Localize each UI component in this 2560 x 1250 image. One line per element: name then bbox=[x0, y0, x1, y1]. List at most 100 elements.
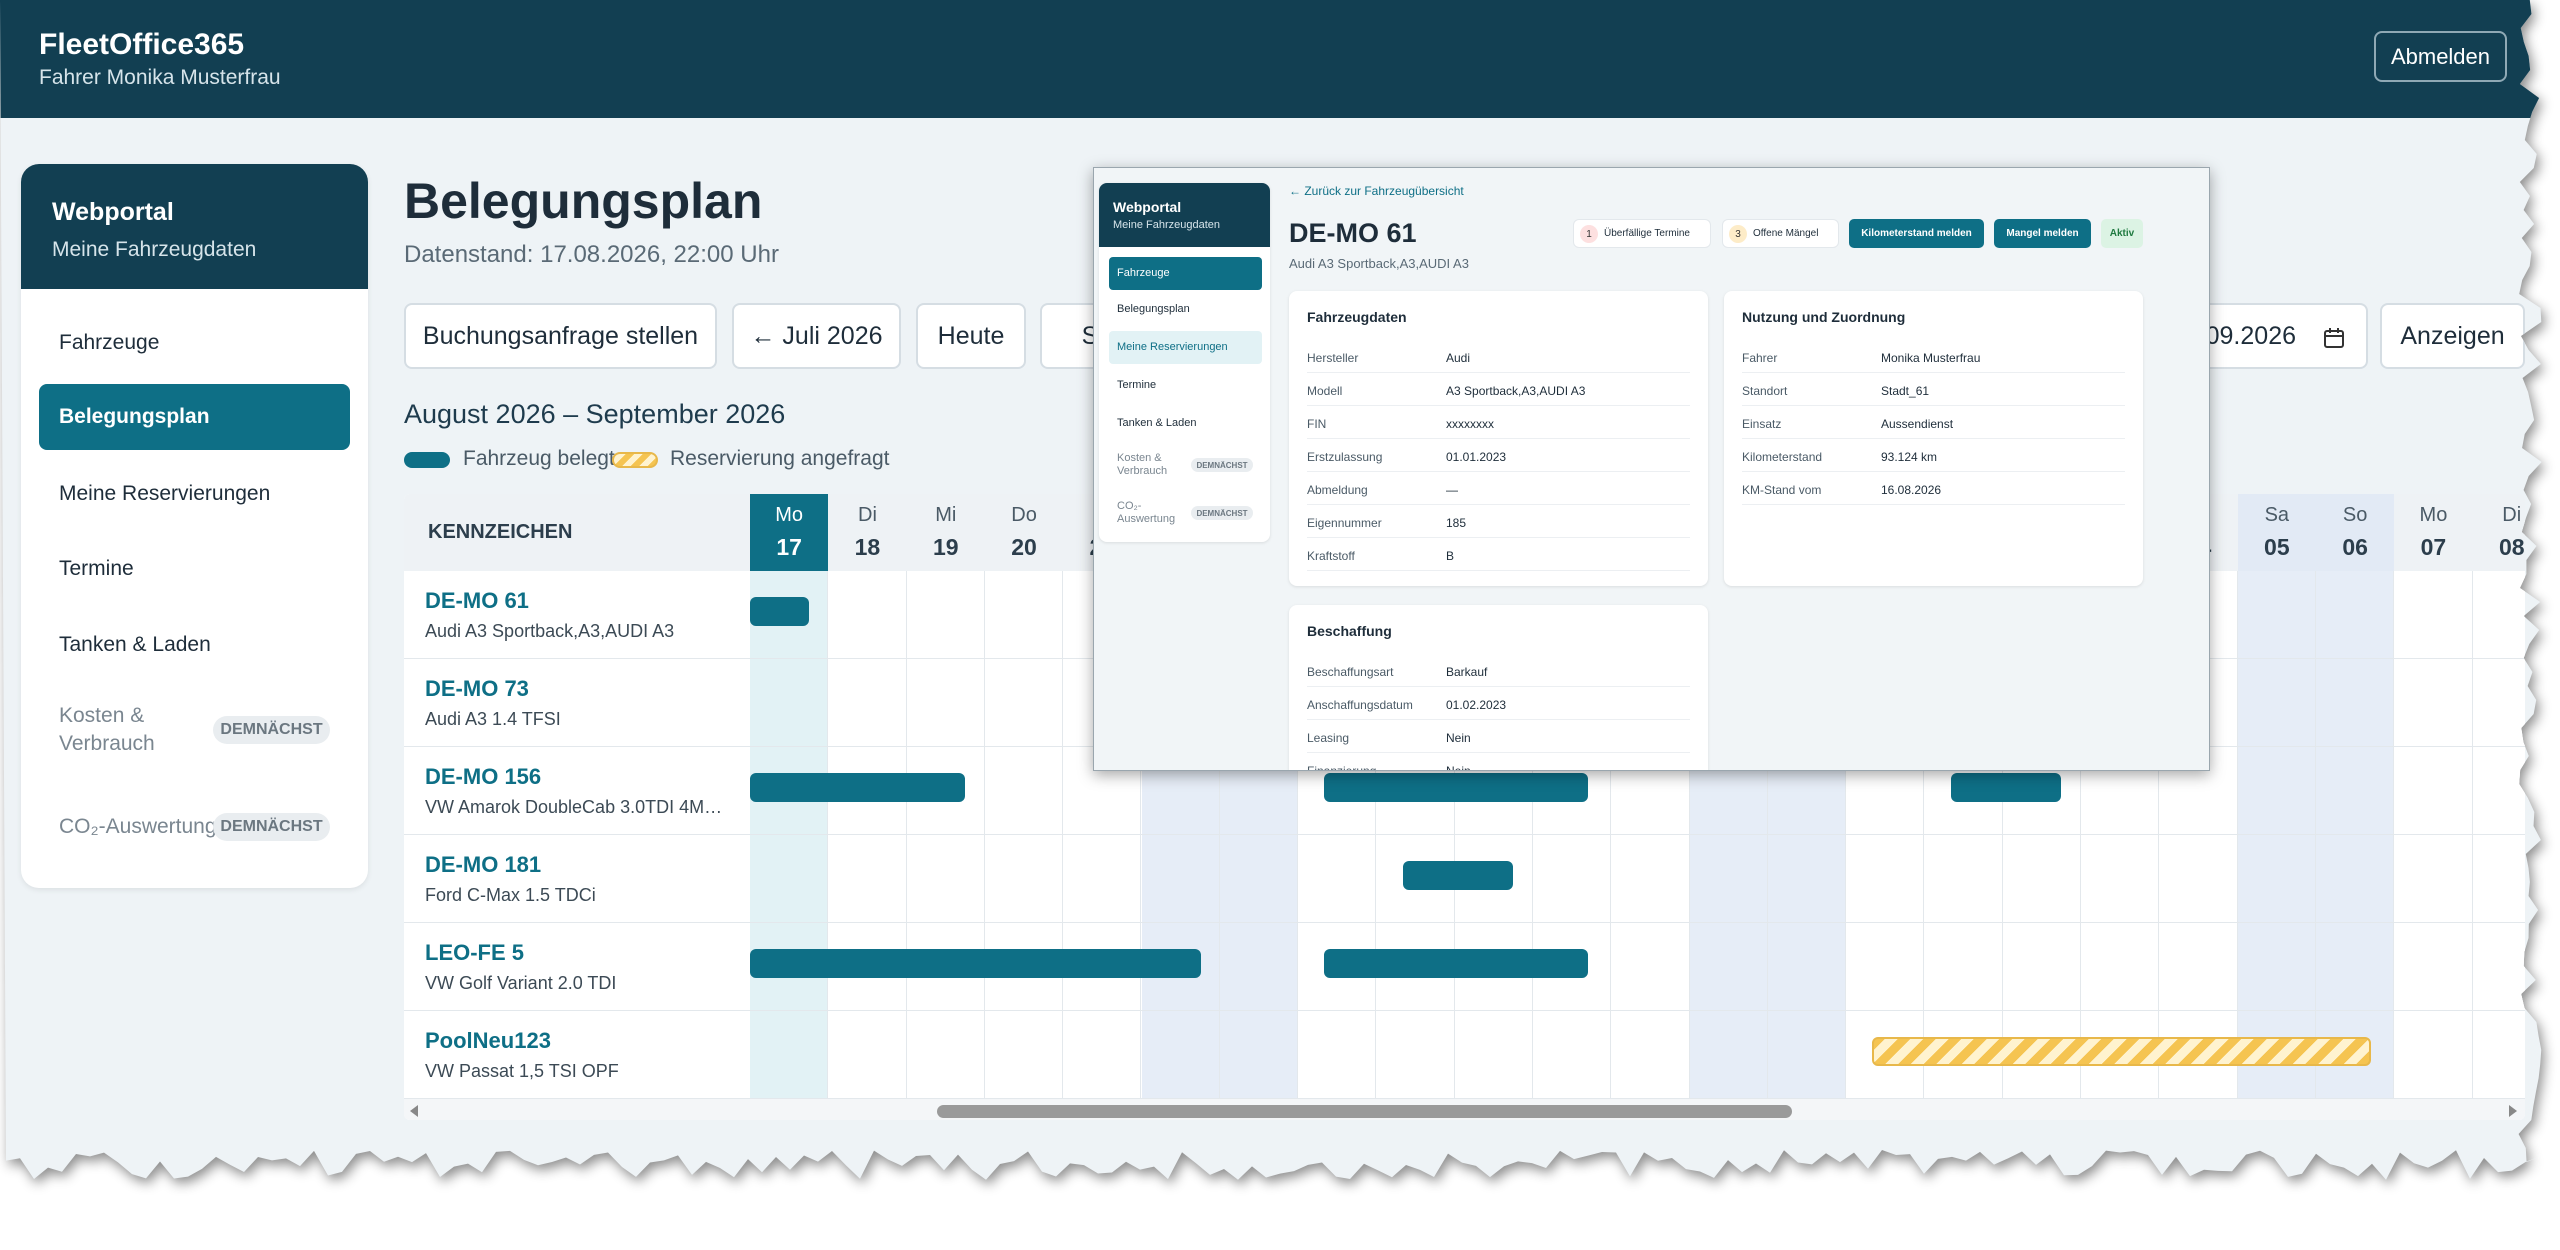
nav-item[interactable]: Belegungsplan bbox=[59, 405, 210, 428]
coming-soon-badge: DEMNÄCHST bbox=[213, 813, 330, 841]
day-number: 05 bbox=[2264, 534, 2290, 560]
mini-sidebar: Webportal Meine Fahrzeugdaten Fahrzeuge Bel… bbox=[1099, 183, 1270, 542]
range-label: August 2026 – September 2026 bbox=[404, 399, 786, 429]
nav-item: Kosten & Verbrauch bbox=[1117, 452, 1168, 477]
booking-bar[interactable] bbox=[750, 949, 1201, 978]
day-column bbox=[750, 571, 829, 1099]
row-divider bbox=[1307, 570, 1690, 571]
booking-bar[interactable] bbox=[1403, 861, 1513, 890]
field-value: Audi bbox=[1446, 351, 1471, 365]
card-title: Beschaffung bbox=[1307, 623, 1392, 639]
legend-label: Reservierung angefragt bbox=[670, 447, 890, 470]
action-button[interactable]: Mangel melden bbox=[1994, 219, 2091, 248]
weekday: Mo bbox=[775, 504, 804, 526]
toolbar-button[interactable]: Buchungsanfrage stellen bbox=[404, 303, 717, 369]
model: Audi A3 Sportback,A3,AUDI A3 bbox=[425, 621, 675, 641]
day-header bbox=[2394, 494, 2473, 571]
day-column bbox=[2237, 571, 2316, 1099]
plate[interactable]: DE-MO 73 bbox=[425, 676, 529, 701]
field-label: Kilometerstand bbox=[1742, 450, 1823, 464]
model: VW Golf Variant 2.0 TDI bbox=[425, 973, 617, 993]
row-line bbox=[404, 922, 2525, 923]
scroll-right[interactable] bbox=[2509, 1105, 2517, 1117]
booking-bar[interactable] bbox=[750, 597, 809, 626]
badge-count: 1 bbox=[1580, 225, 1598, 243]
nav-item: CO₂-Auswertung bbox=[59, 815, 217, 838]
legend-swatch-booked bbox=[404, 452, 450, 468]
day-number: 20 bbox=[1011, 534, 1037, 560]
plate[interactable]: DE-MO 61 bbox=[425, 588, 529, 613]
field-value: A3 Sportback,A3,AUDI A3 bbox=[1446, 384, 1586, 398]
field-value: 01.01.2023 bbox=[1446, 450, 1507, 464]
card-title: Nutzung und Zuordnung bbox=[1742, 309, 1906, 325]
badge-count: 3 bbox=[1729, 225, 1747, 243]
column-header: KENNZEICHEN bbox=[428, 521, 573, 543]
booking-bar[interactable] bbox=[750, 773, 965, 802]
booking-bar[interactable] bbox=[1951, 773, 2061, 802]
field-label: Anschaffungsdatum bbox=[1307, 698, 1413, 712]
weekday: Di bbox=[858, 504, 877, 526]
scrollbar-thumb[interactable] bbox=[937, 1105, 1792, 1118]
plate[interactable]: DE-MO 181 bbox=[425, 852, 542, 877]
row-line bbox=[404, 1098, 2525, 1099]
data-status: Datenstand: 17.08.2026, 22:00 Uhr bbox=[404, 241, 779, 268]
back-link[interactable]: ← Zurück zur Fahrzeugübersicht bbox=[1289, 184, 1464, 198]
plate[interactable]: DE-MO 156 bbox=[425, 764, 542, 789]
logout-button[interactable]: Abmelden bbox=[2374, 31, 2507, 82]
card-title: Fahrzeugdaten bbox=[1307, 309, 1407, 325]
booking-bar[interactable] bbox=[1324, 949, 1588, 978]
nav-item[interactable]: Belegungsplan bbox=[1117, 302, 1190, 315]
toolbar-button[interactable]: ← Juli 2026 bbox=[732, 303, 901, 369]
field-value: Aussendienst bbox=[1881, 417, 1954, 431]
action-button[interactable]: Kilometerstand melden bbox=[1849, 219, 1984, 248]
model: VW Amarok DoubleCab 3.0TDI 4M… bbox=[425, 797, 723, 817]
field-label: Kraftstoff bbox=[1307, 549, 1355, 563]
field-value: xxxxxxxx bbox=[1446, 417, 1494, 431]
day-number: 06 bbox=[2342, 534, 2368, 560]
field-label: Eigennummer bbox=[1307, 516, 1382, 530]
day-header bbox=[906, 494, 985, 571]
day-number: 08 bbox=[2498, 534, 2525, 560]
plate-cell-bg bbox=[404, 835, 750, 922]
scroll-left[interactable] bbox=[410, 1105, 418, 1117]
row-divider bbox=[1742, 504, 2125, 505]
plate[interactable]: LEO-FE 5 bbox=[425, 940, 525, 965]
day-column bbox=[2316, 571, 2395, 1099]
top-bar: FleetOffice365 Fahrer Monika Musterfrau … bbox=[0, 0, 2542, 118]
field-value: Nein bbox=[1446, 731, 1471, 745]
mini-sidebar-header bbox=[1099, 183, 1270, 247]
day-header bbox=[2316, 494, 2395, 571]
field-label: Hersteller bbox=[1307, 351, 1359, 365]
field-value: Stadt_61 bbox=[1881, 384, 1930, 398]
status-badge: 1 Überfällige Termine bbox=[1573, 219, 1711, 248]
field-label: Einsatz bbox=[1742, 417, 1782, 431]
nav-item[interactable]: Fahrzeuge bbox=[59, 331, 160, 354]
legend-label: Fahrzeug belegt bbox=[463, 447, 615, 470]
date-input[interactable]: 08.09.2026 bbox=[2180, 303, 2368, 369]
sidebar-header: Webportal Meine Fahrzeugdaten bbox=[21, 164, 368, 289]
weekday: Mi bbox=[935, 504, 957, 526]
field-label: Beschaffungsart bbox=[1307, 665, 1394, 679]
coming-soon-badge: DEMNÄCHST bbox=[1191, 458, 1253, 472]
field-value: Monika Musterfrau bbox=[1881, 351, 1981, 365]
nav-item[interactable]: Meine Reservierungen bbox=[59, 482, 271, 505]
plate[interactable]: PoolNeu123 bbox=[425, 1028, 551, 1053]
reservation-bar[interactable] bbox=[1872, 1037, 2371, 1066]
row-divider bbox=[1307, 471, 1690, 472]
nav-item[interactable]: Termine bbox=[1117, 378, 1157, 391]
info-card: Beschaffung Beschaffungsart Barkauf Anschaf… bbox=[1289, 605, 1708, 770]
booking-bar[interactable] bbox=[1324, 773, 1588, 802]
nav-item[interactable]: Tanken & Laden bbox=[1117, 416, 1197, 429]
nav-item[interactable]: Meine Reservierungen bbox=[1117, 340, 1228, 353]
nav-item[interactable]: Tanken & Laden bbox=[59, 633, 211, 656]
row-divider bbox=[1307, 686, 1690, 687]
plate-cell-bg bbox=[404, 659, 750, 746]
nav-item[interactable]: Termine bbox=[59, 557, 134, 580]
day-number: 17 bbox=[776, 534, 802, 560]
toolbar-button[interactable]: Heute bbox=[916, 303, 1026, 369]
show-button[interactable]: Anzeigen bbox=[2380, 303, 2525, 369]
nav-item[interactable]: Fahrzeuge bbox=[1117, 266, 1170, 279]
